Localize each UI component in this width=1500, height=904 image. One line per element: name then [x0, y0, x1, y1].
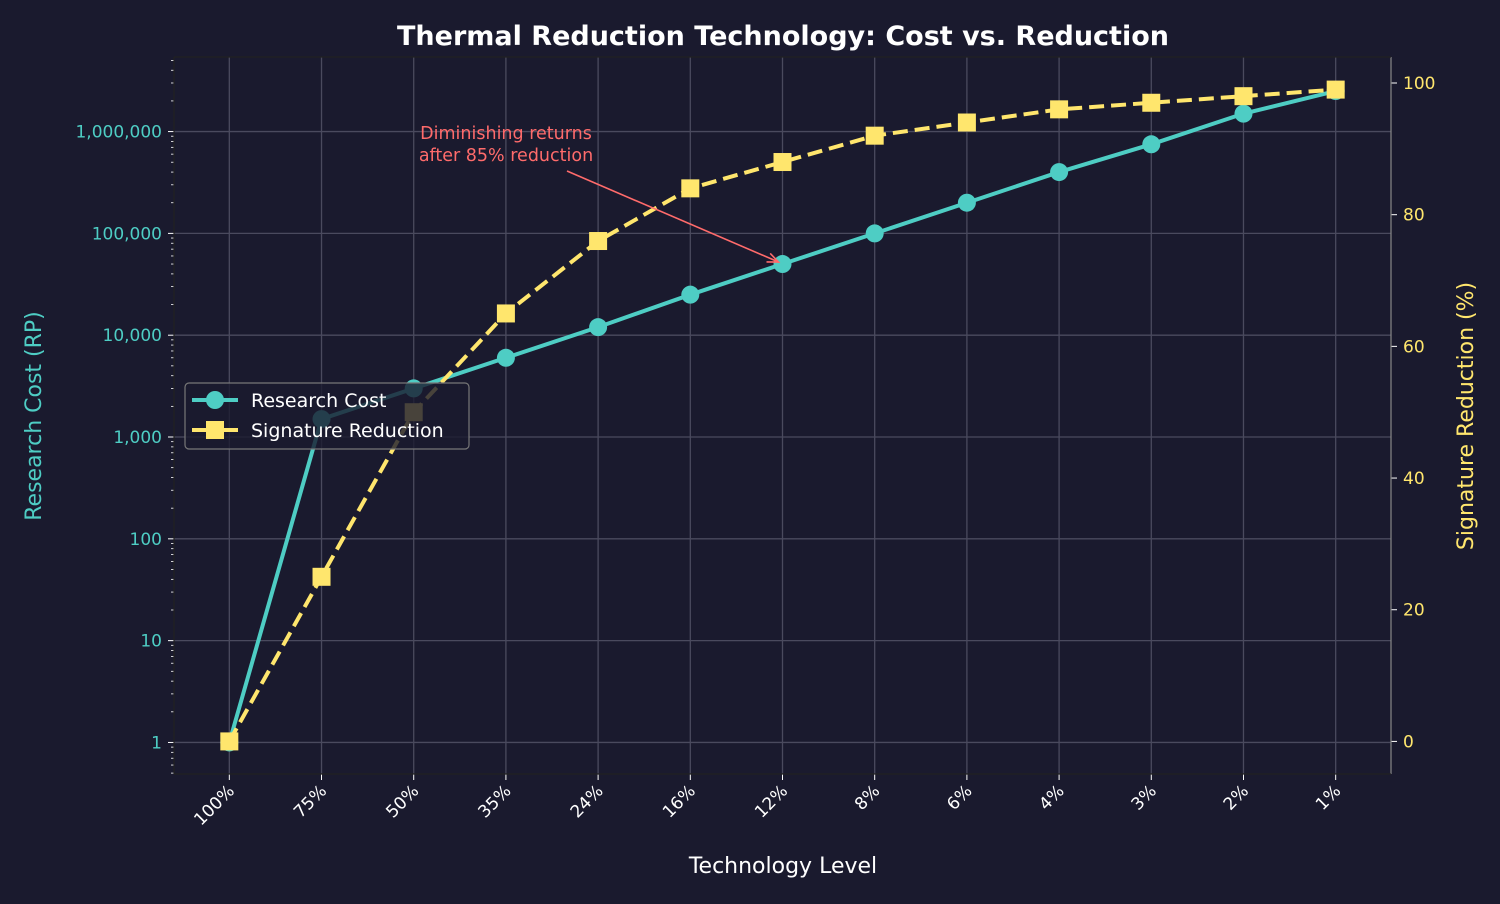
legend-marker-signature-reduction [206, 421, 224, 439]
annotation-arrowhead [766, 252, 781, 263]
research-cost-point [1234, 104, 1253, 123]
signature-reduction-point [773, 153, 792, 172]
y-right-tick-label: 40 [1403, 469, 1425, 489]
research-cost-point [773, 255, 792, 274]
research-cost-point [589, 318, 608, 337]
y-left-tick-label: 100 [130, 530, 162, 550]
y-right-tick-label: 20 [1403, 601, 1425, 621]
legend-label-signature-reduction: Signature Reduction [251, 420, 444, 442]
y-left-tick-label: 10,000 [103, 326, 162, 346]
legend-label-research-cost: Research Cost [251, 390, 386, 412]
y-right-tick-label: 0 [1403, 732, 1414, 752]
research-cost-point [865, 224, 884, 243]
annotation: Diminishing returns after 85% reduction [419, 124, 781, 263]
y-left-axis-label: Research Cost (RP) [22, 311, 47, 521]
y-right-tick-label: 80 [1403, 206, 1425, 226]
research-cost-point [1050, 163, 1069, 182]
y-right-axis-label: Signature Reduction (%) [1454, 282, 1479, 550]
annotation-line-1: Diminishing returns [420, 124, 592, 144]
y-left-tick-label: 1,000 [113, 428, 162, 448]
signature-reduction-point [865, 126, 884, 145]
signature-reduction-point [957, 113, 976, 132]
legend-frame [184, 382, 470, 450]
research-cost-point [496, 348, 515, 367]
chart-title: Thermal Reduction Technology: Cost vs. R… [397, 21, 1169, 52]
signature-reduction-point [1142, 93, 1161, 112]
signature-reduction-point [681, 179, 700, 198]
y-left-tick-label: 100,000 [92, 224, 162, 244]
signature-reduction-point [1234, 87, 1253, 106]
y-left-tick-label: 10 [140, 632, 162, 652]
research-cost-point [957, 193, 976, 212]
grid [174, 57, 1391, 774]
y-left-tick-label: 1,000,000 [75, 123, 162, 143]
signature-reduction-point [312, 567, 331, 586]
signature-reduction-point [220, 732, 239, 751]
y-right-tick-label: 100 [1403, 74, 1435, 94]
signature-reduction-point [1050, 100, 1069, 119]
signature-reduction-point [589, 232, 608, 251]
signature-reduction-point [1326, 80, 1345, 99]
research-cost-point [1142, 135, 1161, 154]
y-left-tick-label: 1 [151, 733, 162, 753]
signature-reduction-point [496, 304, 515, 323]
legend-marker-research-cost [206, 391, 224, 409]
research-cost-point [681, 285, 700, 304]
annotation-arrow [566, 170, 779, 263]
y-right-tick-label: 60 [1403, 337, 1425, 357]
legend: Research Cost Signature Reduction [184, 382, 470, 450]
x-axis-label: Technology Level [688, 854, 877, 879]
annotation-line-2: after 85% reduction [419, 146, 593, 166]
